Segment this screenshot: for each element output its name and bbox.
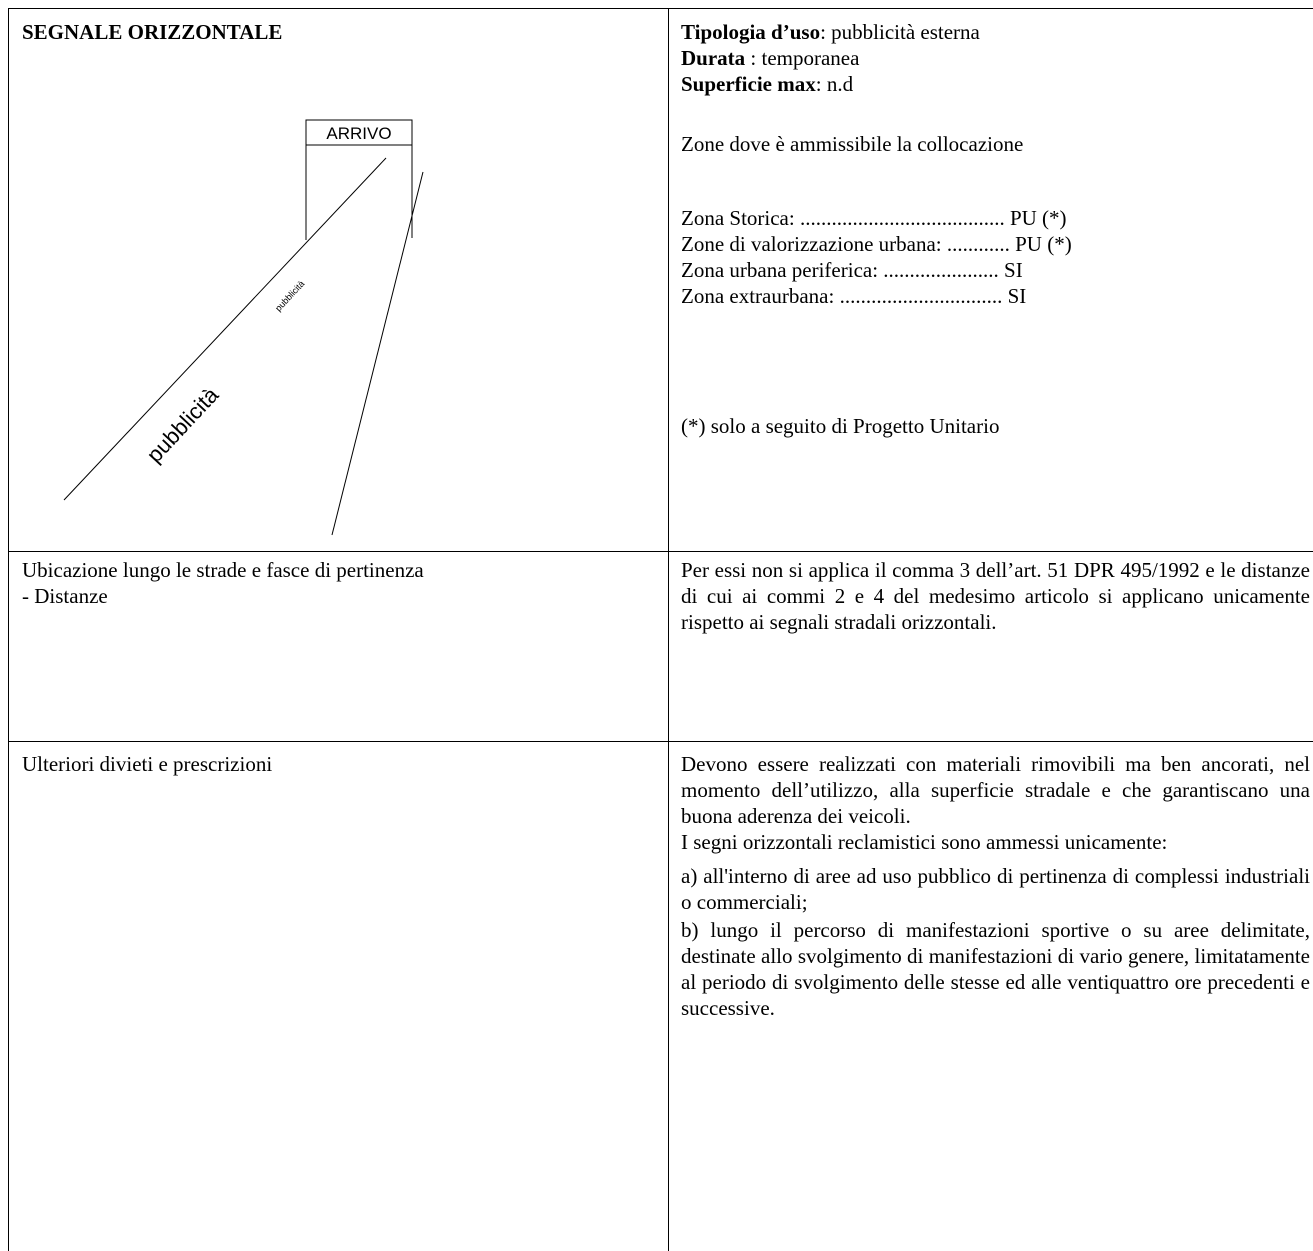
paragraph: I segni orizzontali reclamistici sono am… [681,830,1168,854]
road-text-large: pubblicità [142,382,224,468]
info-cell: Tipologia d’uso: pubblicità esterna Dura… [681,19,1310,439]
row-text: Per essi non si applica il comma 3 dell’… [681,557,1310,635]
field: Superficie max: n.d [681,71,1310,97]
paragraph: Devono essere realizzati con materiali r… [681,752,1310,828]
zone: Zona extraurbana: ......................… [681,284,1027,308]
field-value: : pubblicità esterna [820,20,980,44]
table-border [8,551,1313,552]
field-label: Durata [681,46,746,70]
label-line: Ulteriori divieti e prescrizioni [22,752,273,776]
field-label: Tipologia d’uso [681,20,821,44]
note: (*) solo a seguito di Progetto Unitario [681,414,1000,438]
sign-box [305,119,413,146]
table-border [8,8,9,1251]
table-border [8,741,1313,742]
field: Durata: temporanea [681,45,1310,71]
paragraph: b) lungo il percorso di manifestazioni s… [681,918,1310,1020]
label-line: - Distanze [22,584,108,608]
zone: Zona urbana periferica: ................… [681,258,1023,282]
zones-heading: Zone dove è ammissibile la collocazione [681,132,1024,156]
table-border [668,8,669,1251]
field-value: : temporanea [750,46,860,70]
label-line: Ubicazione lungo le strade e fasce di pe… [22,558,424,582]
zone: Zona Storica: ..........................… [681,206,1067,230]
section-title: SEGNALE ORIZZONTALE [22,20,283,44]
field-label: Superficie max [681,72,816,96]
sign-label: ARRIVO [326,124,391,143]
zone: Zone di valorizzazione urbana: .........… [681,232,1072,256]
road-text-small: pubblicità [273,279,306,314]
paragraph: Per essi non si applica il comma 3 dell’… [681,558,1310,634]
row-text: Devono essere realizzati con materiali r… [681,751,1310,1021]
road-line [331,171,424,536]
table-border [8,8,1313,9]
zones: Zona Storica: ..........................… [681,205,1310,309]
paragraph: a) all'interno di aree ad uso pubblico d… [681,864,1310,914]
diagram: ARRIVO pubblicità pubblicità [63,119,424,536]
cell-title: SEGNALE ORIZZONTALE [22,19,652,45]
row-label: Ubicazione lungo le strade e fasce di pe… [22,557,652,609]
field: Tipologia d’uso: pubblicità esterna [681,19,1310,45]
row-label: Ulteriori divieti e prescrizioni [22,751,652,777]
field-value: : n.d [815,72,854,96]
road-line [63,157,387,501]
